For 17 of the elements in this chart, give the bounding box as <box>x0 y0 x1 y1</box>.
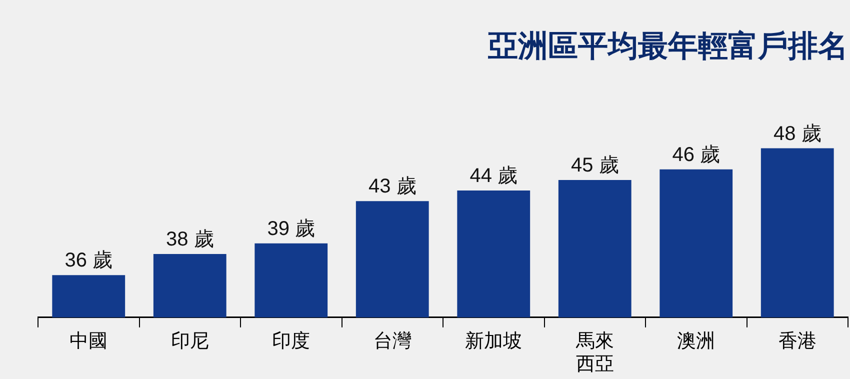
data-label: 39 歲 <box>267 218 316 240</box>
data-label: 36 歲 <box>64 250 113 272</box>
x-tick-label: 印尼 <box>170 331 209 352</box>
data-label: 38 歲 <box>166 228 214 250</box>
chart-title: 亞洲區平均最年輕富戶排名 <box>487 28 848 64</box>
x-tick-label: 澳洲 <box>677 331 716 352</box>
x-tick-label: 中國 <box>70 331 108 352</box>
x-tick-label: 台灣 <box>373 331 412 352</box>
data-label: 46 歲 <box>672 144 720 166</box>
x-tick-label: 香港 <box>778 331 816 352</box>
x-tick-label: 新加坡 <box>465 330 522 352</box>
data-label: 44 歲 <box>470 165 518 188</box>
x-tick-label: 印度 <box>272 330 310 352</box>
x-tick-label: 馬來西亞 <box>574 331 614 375</box>
data-label: 45 歲 <box>570 154 619 177</box>
data-label: 43 歲 <box>368 176 416 198</box>
data-label: 48 歲 <box>773 122 822 145</box>
